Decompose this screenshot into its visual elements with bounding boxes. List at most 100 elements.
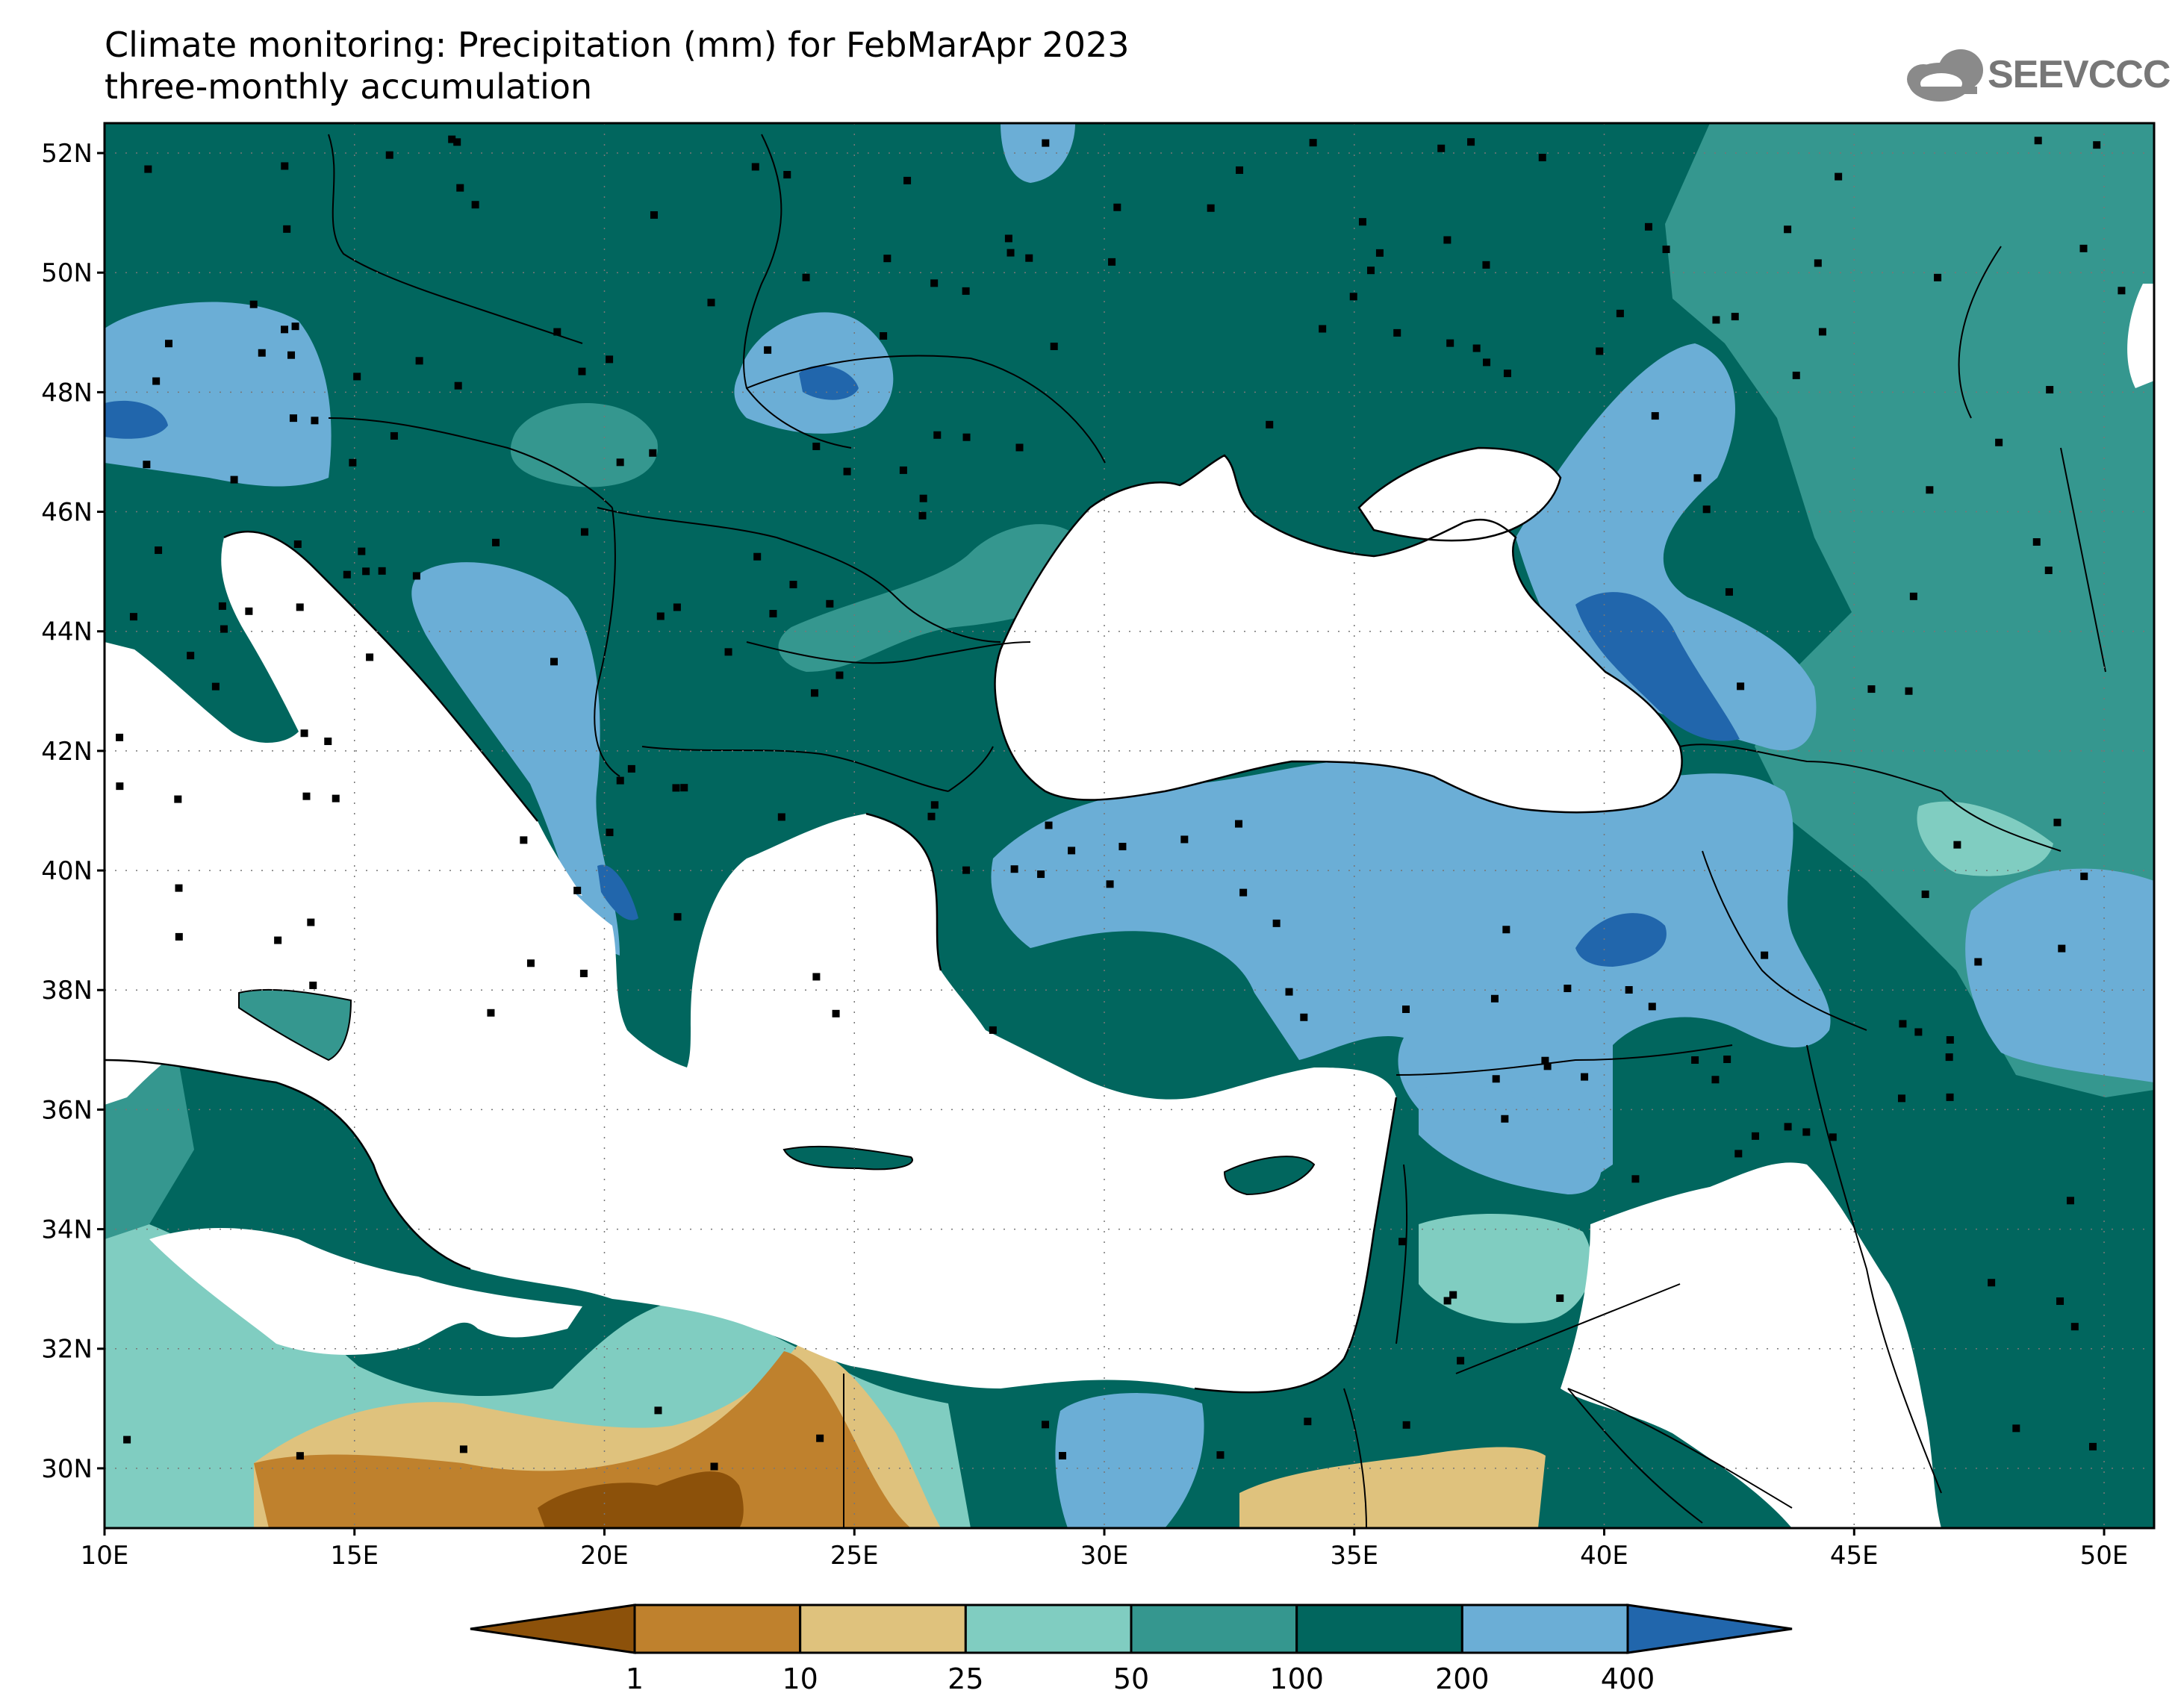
station-marker xyxy=(378,567,386,575)
station-marker xyxy=(1059,1452,1067,1460)
station-marker xyxy=(1446,339,1454,347)
colorbar-box xyxy=(799,1603,967,1654)
station-marker xyxy=(1691,1056,1699,1065)
station-marker xyxy=(187,652,195,660)
lat-label-44N: 44N xyxy=(41,617,93,647)
station-marker xyxy=(296,603,304,611)
station-marker xyxy=(487,1009,495,1017)
station-marker xyxy=(281,325,289,334)
station-marker xyxy=(1503,370,1511,378)
station-marker xyxy=(1272,919,1281,927)
station-marker xyxy=(1761,951,1769,959)
station-marker xyxy=(769,610,777,618)
station-marker xyxy=(1702,505,1711,514)
station-marker xyxy=(2079,244,2088,252)
station-marker xyxy=(1490,994,1499,1003)
station-marker xyxy=(415,357,423,365)
station-marker xyxy=(2053,818,2062,826)
station-marker xyxy=(550,658,558,666)
lon-label-45E: 45E xyxy=(1830,1541,1879,1571)
station-marker xyxy=(174,795,182,803)
station-marker xyxy=(218,602,226,610)
station-marker xyxy=(930,801,939,809)
station-marker xyxy=(471,201,479,209)
lon-label-35E: 35E xyxy=(1330,1541,1378,1571)
station-marker xyxy=(390,431,398,440)
station-marker xyxy=(129,613,137,621)
station-marker xyxy=(324,738,332,746)
station-marker xyxy=(1563,985,1572,993)
station-marker xyxy=(353,373,361,381)
logo-text: SEEVCCC xyxy=(1988,53,2171,96)
precip-zone-200-400-zagros xyxy=(1965,868,2154,1082)
station-marker xyxy=(962,433,971,441)
station-marker xyxy=(2034,137,2042,145)
lat-label-30N: 30N xyxy=(41,1454,93,1484)
station-marker xyxy=(724,648,732,656)
station-marker xyxy=(1921,890,1929,898)
station-marker xyxy=(1236,166,1244,174)
station-marker xyxy=(616,458,624,467)
colorbar-label: 100 xyxy=(1269,1662,1324,1695)
station-marker xyxy=(152,377,161,385)
precip-zone-1-10-libya xyxy=(254,1351,911,1528)
station-marker xyxy=(1596,347,1604,355)
adriatic-sea xyxy=(224,532,582,896)
station-marker xyxy=(2066,1197,2074,1205)
precip-zone-200-400-alps xyxy=(105,302,332,487)
station-marker xyxy=(883,255,892,263)
precip-zone-25-50-armenia xyxy=(1917,801,2053,876)
station-marker xyxy=(1180,835,1189,844)
station-marker xyxy=(927,812,936,820)
station-marker xyxy=(116,782,124,791)
station-marker xyxy=(1239,888,1248,897)
station-marker xyxy=(1541,1056,1549,1065)
map-title: Climate monitoring: Precipitation (mm) f… xyxy=(105,25,1130,65)
station-marker xyxy=(812,973,821,981)
station-marker xyxy=(1974,958,1982,966)
station-marker xyxy=(1556,1294,1564,1303)
station-marker xyxy=(116,733,124,741)
station-marker xyxy=(1457,1356,1465,1365)
station-marker xyxy=(753,552,762,561)
colorbar-box xyxy=(633,1603,802,1654)
crete xyxy=(782,1145,913,1171)
station-marker xyxy=(680,784,688,792)
station-marker xyxy=(2058,944,2066,953)
station-marker xyxy=(1216,1451,1225,1459)
station-marker xyxy=(1449,1291,1457,1299)
precip-zone-over-400-carpathians xyxy=(799,365,859,400)
station-marker xyxy=(1693,474,1702,482)
station-marker xyxy=(1784,225,1792,234)
station-marker xyxy=(1734,1150,1743,1158)
colorbar-box xyxy=(1130,1603,1298,1654)
no-data-region-east xyxy=(2127,284,2154,388)
station-marker xyxy=(783,171,791,179)
station-marker xyxy=(672,784,680,792)
station-marker xyxy=(300,729,308,738)
station-marker xyxy=(220,625,228,633)
station-marker xyxy=(289,414,297,423)
station-marker xyxy=(836,671,844,679)
station-marker xyxy=(1492,1075,1500,1083)
station-marker xyxy=(1285,988,1293,996)
station-marker xyxy=(358,547,366,555)
no-data-region-syria-iraq xyxy=(1561,1162,1941,1528)
station-marker xyxy=(1113,203,1121,211)
precip-zone-200-400-turkey xyxy=(991,759,1831,1194)
station-marker xyxy=(710,1462,718,1471)
station-marker xyxy=(454,381,462,390)
station-marker xyxy=(1829,1133,1837,1141)
lon-label-25E: 25E xyxy=(830,1541,879,1571)
colorbar-box xyxy=(1460,1603,1629,1654)
station-marker xyxy=(2093,141,2101,149)
station-marker xyxy=(1784,1123,1792,1131)
lat-label-36N: 36N xyxy=(41,1095,93,1125)
station-marker xyxy=(1437,144,1446,152)
station-marker xyxy=(144,165,152,173)
station-marker xyxy=(751,163,759,171)
station-marker xyxy=(1926,486,1934,494)
station-marker xyxy=(789,581,797,589)
colorbar-label: 50 xyxy=(1113,1662,1149,1695)
